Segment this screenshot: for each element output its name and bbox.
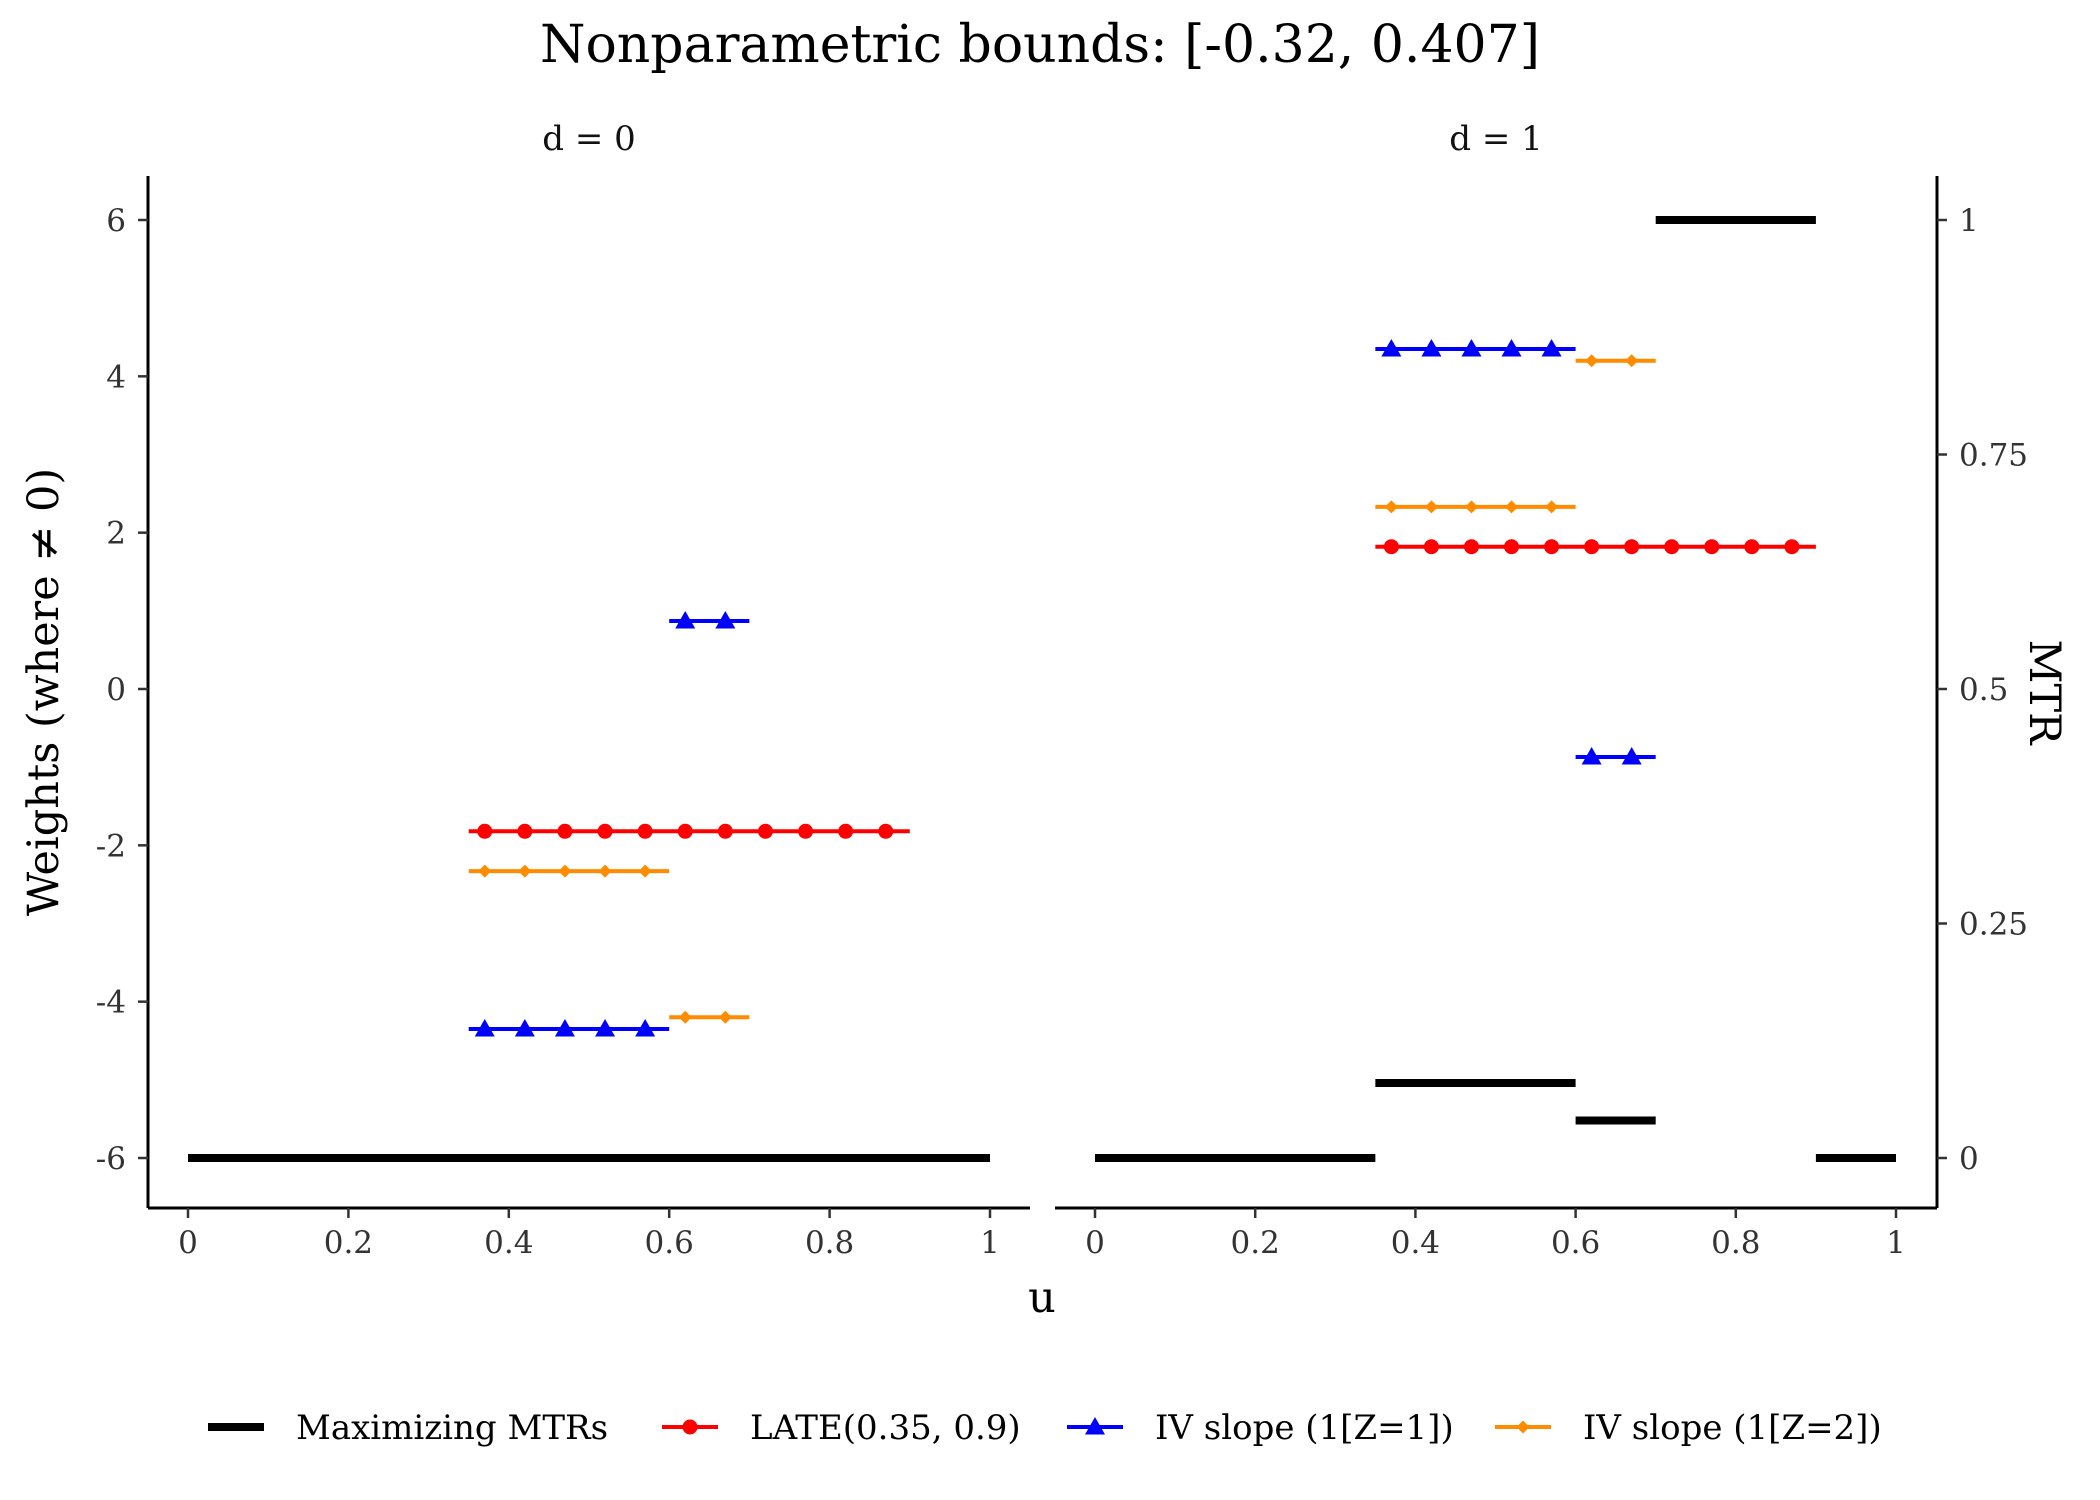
iv2-marker <box>1585 354 1599 368</box>
y-tick-label-left: -2 <box>96 828 126 864</box>
x-tick-label: 0.2 <box>1231 1225 1280 1261</box>
late-marker <box>1664 539 1680 555</box>
y-axis-right-label: MTR <box>2019 639 2069 746</box>
iv1-marker <box>635 1019 656 1037</box>
iv2-marker <box>1505 500 1519 514</box>
x-tick-label: 0.6 <box>645 1225 694 1261</box>
panel-0: d = 0 0 0.2 0.4 0.6 0.8 1 -6 -4 -2 0 2 4 6 <box>96 119 1030 1261</box>
y-tick-label-left: 4 <box>106 359 126 395</box>
iv1-marker <box>1381 338 1402 357</box>
legend-item-late: LATE(0.35, 0.9) <box>662 1408 1021 1448</box>
panel-strip-label: d = 1 <box>1449 119 1543 159</box>
iv2-marker <box>1384 500 1398 514</box>
x-tick-label: 0 <box>1085 1225 1105 1261</box>
late-marker <box>1423 539 1439 555</box>
late-marker <box>597 823 613 839</box>
late-marker <box>1544 539 1560 555</box>
late-marker <box>798 823 814 839</box>
y-tick-label-left: -4 <box>96 985 126 1021</box>
iv2-marker <box>638 864 652 878</box>
y-tick-label-left: 0 <box>106 672 126 708</box>
legend-swatch-marker <box>682 1419 698 1435</box>
legend-label: LATE(0.35, 0.9) <box>750 1408 1021 1448</box>
late-marker <box>517 823 533 839</box>
late-marker <box>1704 539 1720 555</box>
legend-label: IV slope (1[Z=2]) <box>1583 1408 1882 1448</box>
x-tick-label: 0 <box>178 1225 198 1261</box>
late-marker <box>1463 539 1479 555</box>
y-tick-label-right: 1 <box>1959 203 1979 239</box>
legend-item-iv1: IV slope (1[Z=1]) <box>1067 1408 1454 1448</box>
iv2-marker <box>678 1010 692 1024</box>
x-tick-label: 1 <box>980 1225 1000 1261</box>
y-axis-left-label: Weights (where ≠ 0) <box>19 468 69 916</box>
late-marker <box>477 823 493 839</box>
x-tick-label: 0.8 <box>1711 1225 1760 1261</box>
legend-item-mtr: Maximizing MTRs <box>208 1408 608 1448</box>
late-marker <box>1784 539 1800 555</box>
chart-title: Nonparametric bounds: [-0.32, 0.407] <box>540 15 1540 75</box>
late-marker <box>838 823 854 839</box>
iv1-marker <box>1421 338 1442 357</box>
plot-area: d = 0 0 0.2 0.4 0.6 0.8 1 -6 -4 -2 0 2 4 6 d = 1 0 0.2 0.… <box>96 119 2028 1261</box>
iv2-marker <box>478 864 492 878</box>
iv1-marker <box>514 1019 535 1037</box>
x-tick-label: 0.4 <box>1391 1225 1440 1261</box>
iv1-marker <box>474 1019 495 1037</box>
iv2-marker <box>718 1010 732 1024</box>
iv1-marker <box>715 610 736 629</box>
legend-item-iv2: IV slope (1[Z=2]) <box>1495 1408 1882 1448</box>
y-tick-label-right: 0.25 <box>1959 907 2028 943</box>
y-tick-label-right: 0 <box>1959 1141 1979 1177</box>
x-tick-label: 0.8 <box>805 1225 854 1261</box>
x-tick-label: 0.2 <box>324 1225 373 1261</box>
late-marker <box>1504 539 1520 555</box>
late-marker <box>717 823 733 839</box>
y-tick-label-right: 0.5 <box>1959 672 2008 708</box>
late-marker <box>1383 539 1399 555</box>
y-tick-label-right: 0.75 <box>1959 438 2028 474</box>
x-tick-label: 0.4 <box>484 1225 533 1261</box>
late-marker <box>1624 539 1640 555</box>
late-marker <box>557 823 573 839</box>
x-tick-label: 1 <box>1886 1225 1906 1261</box>
iv1-marker <box>1621 747 1642 765</box>
panel-1: d = 1 0 0.2 0.4 0.6 0.8 1 0 0.25 0.5 0.75 1 <box>1055 119 2028 1261</box>
legend-label: IV slope (1[Z=1]) <box>1155 1408 1454 1448</box>
panel-strip-label: d = 0 <box>542 119 636 159</box>
late-marker <box>637 823 653 839</box>
legend-label: Maximizing MTRs <box>296 1408 608 1448</box>
iv2-marker <box>1625 354 1639 368</box>
iv1-marker <box>1541 338 1562 357</box>
late-marker <box>878 823 894 839</box>
iv1-marker <box>595 1019 616 1037</box>
iv2-marker <box>1545 500 1559 514</box>
iv2-marker <box>518 864 532 878</box>
iv2-marker <box>1424 500 1438 514</box>
iv1-marker <box>1581 747 1602 765</box>
legend-swatch-marker <box>1516 1420 1530 1434</box>
legend-swatch-marker <box>1085 1417 1105 1435</box>
late-marker <box>1584 539 1600 555</box>
y-tick-label-left: 6 <box>106 203 126 239</box>
iv1-marker <box>554 1019 575 1037</box>
iv1-marker <box>675 610 696 629</box>
x-axis-label: u <box>1028 1273 1056 1323</box>
late-marker <box>757 823 773 839</box>
late-marker <box>677 823 693 839</box>
y-tick-label-left: 2 <box>106 516 126 552</box>
iv2-marker <box>1464 500 1478 514</box>
late-marker <box>1744 539 1760 555</box>
x-tick-label: 0.6 <box>1551 1225 1600 1261</box>
legend: Maximizing MTRs LATE(0.35, 0.9) IV slope (… <box>208 1408 1882 1448</box>
y-tick-label-left: -6 <box>96 1141 126 1177</box>
iv1-marker <box>1461 338 1482 357</box>
iv2-marker <box>558 864 572 878</box>
iv2-marker <box>598 864 612 878</box>
iv1-marker <box>1501 338 1522 357</box>
